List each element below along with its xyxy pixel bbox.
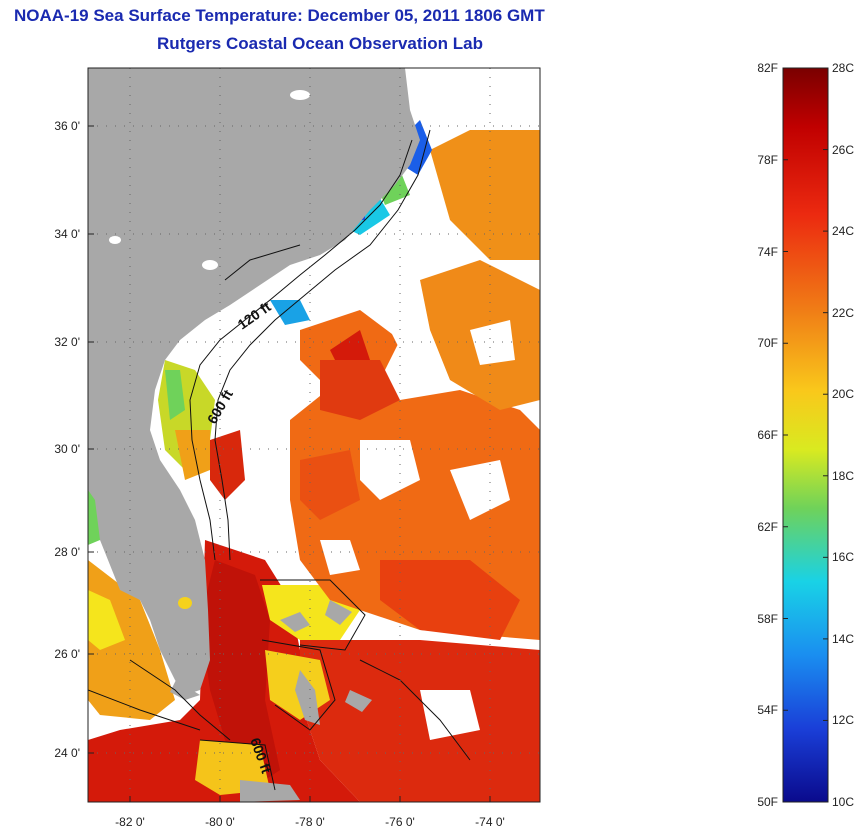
lat-label: 28 0' [54, 545, 80, 559]
colorbar-f-label: 54F [757, 703, 778, 718]
lat-label: 30 0' [54, 442, 80, 456]
lon-label: -78 0' [295, 815, 325, 829]
colorbar-f-label: 74F [757, 244, 778, 259]
colorbar-c-label: 24C [832, 224, 855, 239]
colorbar-f-label: 58F [757, 611, 778, 626]
colorbar-f-label: 78F [757, 152, 778, 167]
colorbar-c-label: 16C [832, 550, 855, 565]
lon-label: -80 0' [205, 815, 235, 829]
longitude-axis [129, 796, 491, 802]
colorbar-c-label: 26C [832, 142, 855, 157]
colorbar-f-label: 50F [757, 795, 778, 809]
lat-label: 26 0' [54, 647, 80, 661]
map-title: NOAA-19 Sea Surface Temperature: Decembe… [14, 6, 545, 25]
colorbar-ticks [783, 67, 828, 803]
colorbar-f-label: 62F [757, 519, 778, 534]
lon-label: -76 0' [385, 815, 415, 829]
sst-patches [88, 120, 540, 802]
lat-label: 24 0' [54, 746, 80, 760]
colorbar-f-label: 82F [757, 61, 778, 75]
land-mass [88, 68, 420, 695]
lat-label: 34 0' [54, 227, 80, 241]
map-subtitle: Rutgers Coastal Ocean Observation Lab [157, 34, 483, 53]
colorbar-c-label: 28C [832, 61, 855, 75]
map-content: 120 ft 600 ft 600 ft [88, 68, 540, 802]
colorbar-c-label: 20C [832, 387, 855, 402]
lon-label: -82 0' [115, 815, 145, 829]
lat-label: 36 0' [54, 119, 80, 133]
colorbar-c-label: 22C [832, 305, 855, 320]
colorbar-c-label: 14C [832, 631, 855, 646]
colorbar-c-label: 12C [832, 713, 855, 728]
map-frame [87, 67, 541, 803]
latitude-axis [88, 125, 94, 754]
colorbar-f-label: 70F [757, 336, 778, 351]
bathymetry-contours [88, 129, 471, 791]
lon-label: -74 0' [475, 815, 505, 829]
colorbar [782, 67, 829, 803]
graticule [88, 68, 540, 802]
colorbar-f-label: 66F [757, 428, 778, 442]
colorbar-c-label: 10C [832, 795, 855, 809]
colorbar-c-label: 18C [832, 468, 855, 483]
lat-label: 32 0' [54, 335, 80, 349]
